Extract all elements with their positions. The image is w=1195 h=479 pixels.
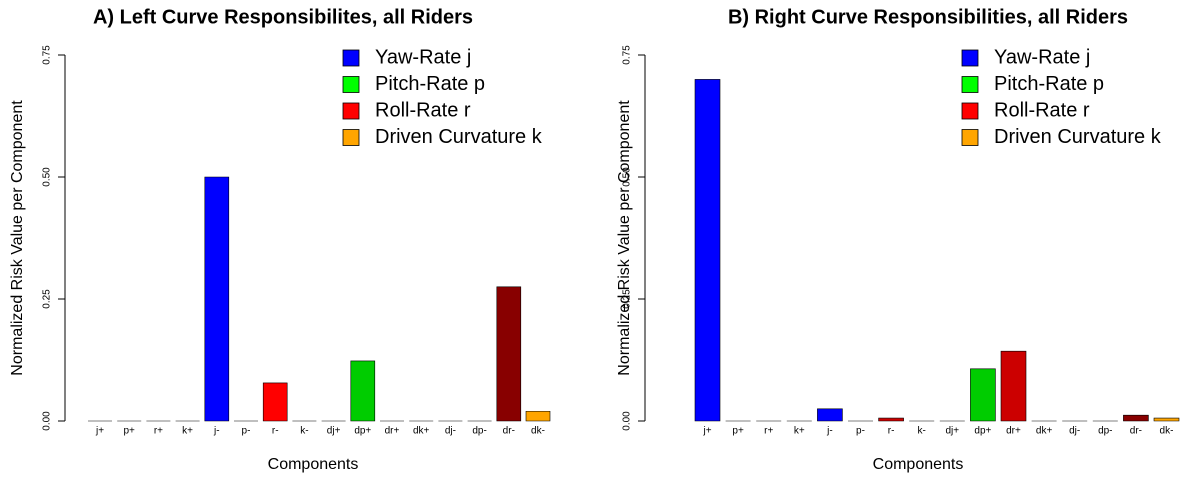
x-tick-label: j- (826, 426, 833, 437)
x-axis-label: Components (873, 456, 964, 473)
legend-label: Pitch-Rate p (375, 73, 485, 95)
x-tick-label: k+ (794, 426, 805, 437)
y-tick-label: 0.75 (622, 45, 633, 65)
y-tick-label: 0.50 (42, 167, 53, 187)
bar (204, 176, 230, 422)
x-tick-label: k- (300, 426, 308, 437)
chart-title: B) Right Curve Responsibilities, all Rid… (728, 6, 1128, 28)
x-tick-label: dj+ (327, 426, 341, 437)
x-tick-label: dk+ (413, 426, 430, 437)
x-tick-label: dk- (531, 426, 545, 437)
x-tick-label: j- (213, 426, 220, 437)
x-tick-label: dj- (445, 426, 456, 437)
bar (878, 417, 904, 422)
legend-swatch (342, 129, 360, 146)
legend-swatch (342, 76, 360, 93)
x-tick-label: dp+ (974, 426, 991, 437)
x-tick-label: dp- (1098, 426, 1112, 437)
y-tick-label: 0.25 (42, 289, 53, 309)
legend-label: Roll-Rate r (994, 99, 1090, 121)
x-tick-label: r- (272, 426, 279, 437)
x-tick-label: r+ (764, 426, 773, 437)
bar (817, 408, 843, 422)
x-tick-label: dk- (1160, 426, 1174, 437)
legend-label: Driven Curvature k (994, 126, 1162, 148)
bar (1153, 417, 1180, 422)
bar (262, 382, 288, 422)
x-tick-label: j+ (95, 426, 104, 437)
y-axis-label: Normalized Risk Value per Component (9, 100, 26, 376)
y-tick-label: 0.50 (622, 167, 633, 187)
y-tick-label: 0.25 (622, 289, 633, 309)
legend-swatch (342, 49, 360, 67)
x-tick-label: dp+ (354, 426, 371, 437)
bar (350, 360, 376, 422)
bar (970, 368, 996, 422)
legend-label: Pitch-Rate p (994, 73, 1104, 95)
x-tick-label: dr+ (1006, 426, 1021, 437)
x-tick-label: r+ (154, 426, 163, 437)
bar (1000, 350, 1027, 422)
legend-label: Driven Curvature k (375, 126, 543, 148)
legend-swatch (961, 49, 979, 67)
legend-swatch (961, 102, 979, 120)
x-tick-label: p+ (732, 426, 744, 437)
legend-swatch (342, 102, 360, 120)
bar (694, 79, 721, 422)
x-tick-label: dr+ (385, 426, 400, 437)
x-axis-label: Components (268, 456, 359, 473)
bar (525, 410, 551, 422)
x-tick-label: dr- (503, 426, 515, 437)
x-tick-label: dr- (1130, 426, 1142, 437)
legend-label: Roll-Rate r (375, 99, 471, 121)
y-tick-label: 0.00 (42, 411, 53, 431)
y-tick-label: 0.75 (42, 45, 53, 65)
bar (496, 286, 522, 422)
x-tick-label: k- (918, 426, 926, 437)
legend-label: Yaw-Rate j (375, 46, 471, 68)
legend-label: Yaw-Rate j (994, 46, 1090, 68)
x-tick-label: j+ (702, 426, 711, 437)
y-tick-label: 0.00 (622, 411, 633, 431)
x-tick-label: dk+ (1036, 426, 1053, 437)
legend-swatch (961, 76, 979, 93)
x-tick-label: r- (888, 426, 895, 437)
y-axis-label: Normalized Risk Value per Component (616, 100, 633, 376)
legend-swatch (961, 129, 979, 146)
x-tick-label: p- (856, 426, 865, 437)
x-tick-label: p- (242, 426, 251, 437)
x-tick-label: p+ (123, 426, 135, 437)
x-tick-label: dj+ (945, 426, 959, 437)
bar (1123, 414, 1149, 422)
x-tick-label: k+ (182, 426, 193, 437)
x-tick-label: dp- (472, 426, 486, 437)
chart-title: A) Left Curve Responsibilites, all Rider… (93, 6, 473, 28)
x-tick-label: dj- (1069, 426, 1080, 437)
